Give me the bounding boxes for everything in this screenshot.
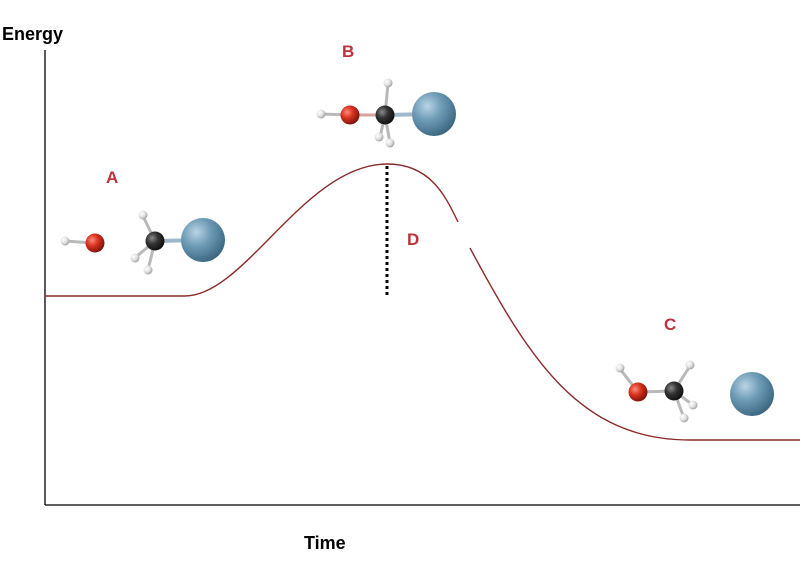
leaving-group-atom-icon [730, 372, 774, 416]
methanol-molecule-icon [615, 360, 698, 423]
label-c: C [664, 315, 676, 334]
energy-curve [45, 163, 459, 297]
label-b: B [342, 42, 354, 61]
label-d: D [407, 230, 419, 249]
x-axis-title: Time [304, 533, 346, 553]
label-a: A [106, 168, 118, 187]
methyl-halide-molecule-icon [130, 210, 225, 275]
hydroxide-molecule-icon [60, 233, 105, 253]
transition-state-molecule-icon [316, 78, 456, 148]
energy-curve-descent [469, 247, 800, 441]
y-axis-title: Energy [2, 24, 63, 44]
